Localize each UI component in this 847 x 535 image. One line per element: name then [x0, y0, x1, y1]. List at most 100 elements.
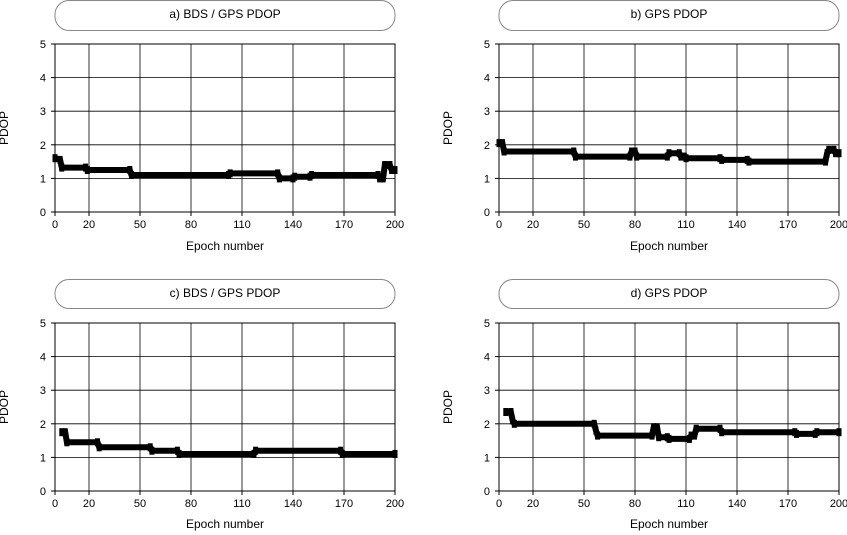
y-tick-label: 5: [40, 39, 46, 51]
pdop-point: [833, 149, 839, 158]
pdop-point: [688, 431, 694, 440]
pdop-point: [719, 155, 725, 164]
y-tick-label: 1: [484, 173, 490, 185]
pdop-series-line: [61, 429, 395, 457]
x-tick-label: 20: [83, 219, 95, 231]
y-tick-label: 4: [484, 352, 490, 364]
pdop-point: [389, 166, 395, 174]
pdop-point: [392, 450, 398, 458]
pdop-point: [654, 423, 660, 432]
pdop-point: [683, 154, 689, 163]
y-tick-label: 4: [484, 73, 490, 85]
x-tick-label: 0: [52, 219, 58, 231]
chart-panel-0: a) BDS / GPS PDOP 0 20 50 80 110 140 170 200 0 1 2 3…: [0, 0, 404, 253]
chart-title: b) GPS PDOP: [631, 7, 708, 21]
pdop-point: [387, 161, 393, 169]
x-tick-label: 200: [386, 219, 404, 231]
pdop-point: [149, 446, 155, 455]
pdop-point: [814, 428, 820, 437]
x-tick-label: 80: [185, 498, 197, 510]
pdop-point: [649, 431, 655, 440]
chart-title-box: [54, 279, 396, 309]
pdop-point: [377, 174, 383, 183]
pdop-point: [573, 152, 578, 161]
pdop-point: [501, 147, 507, 156]
plot-frame: [54, 43, 396, 213]
y-axis-label: PDOP: [0, 390, 11, 424]
pdop-point: [503, 408, 509, 416]
x-tick-label: 20: [527, 498, 539, 510]
pdop-point: [59, 163, 65, 172]
x-tick-label: 200: [830, 219, 847, 231]
pdop-point: [629, 147, 635, 156]
pdop-point: [127, 166, 133, 174]
chart-title: d) GPS PDOP: [631, 286, 708, 300]
pdop-point: [656, 433, 662, 442]
x-tick-label: 170: [779, 219, 797, 231]
chart-title-box: [498, 0, 840, 31]
pdop-point: [826, 145, 832, 154]
plot-frame: [498, 43, 840, 213]
pdop-point: [719, 428, 725, 437]
y-tick-label: 1: [484, 452, 490, 464]
y-tick-label: 2: [40, 140, 46, 152]
x-tick-label: 140: [728, 498, 746, 510]
x-tick-label: 20: [83, 498, 95, 510]
y-tick-label: 4: [40, 352, 46, 364]
y-axis-label: PDOP: [441, 111, 455, 145]
x-tick-label: 50: [578, 498, 590, 510]
pdop-point: [59, 428, 65, 437]
x-tick-label: 50: [134, 498, 146, 510]
pdop-point: [632, 147, 638, 156]
chart-title: c) BDS / GPS PDOP: [170, 286, 281, 300]
y-tick-label: 3: [484, 106, 490, 118]
x-tick-label: 170: [335, 498, 353, 510]
x-tick-label: 200: [830, 498, 847, 510]
pdop-point: [95, 438, 100, 447]
plot-frame: [54, 322, 396, 492]
pdop-point: [96, 443, 102, 452]
y-tick-label: 2: [484, 140, 490, 152]
y-tick-label: 3: [40, 385, 46, 397]
x-tick-label: 50: [134, 219, 146, 231]
pdop-point: [591, 419, 597, 428]
pdop-point: [836, 428, 842, 437]
x-axis-label: Epoch number: [186, 517, 264, 531]
x-tick-label: 110: [233, 498, 251, 510]
y-tick-label: 0: [40, 486, 46, 498]
x-tick-label: 20: [527, 219, 539, 231]
y-tick-label: 0: [484, 486, 490, 498]
y-tick-label: 5: [484, 318, 490, 330]
x-tick-label: 0: [496, 219, 502, 231]
x-tick-label: 50: [578, 219, 590, 231]
x-tick-label: 140: [284, 219, 302, 231]
pdop-point: [508, 408, 514, 416]
y-tick-label: 2: [40, 419, 46, 431]
y-axis-label: PDOP: [441, 390, 455, 424]
pdop-point: [176, 450, 182, 458]
chart-title-box: [54, 0, 396, 31]
pdop-point: [227, 169, 233, 178]
pdop-point: [62, 428, 68, 437]
x-tick-label: 110: [677, 498, 695, 510]
pdop-point: [292, 172, 298, 181]
pdop-point: [57, 155, 63, 164]
pdop-point: [692, 431, 697, 440]
pdop-point: [382, 161, 388, 169]
pdop-point: [794, 429, 799, 438]
y-tick-label: 3: [484, 385, 490, 397]
y-tick-label: 5: [40, 318, 46, 330]
x-tick-label: 80: [629, 498, 641, 510]
pdop-point: [499, 139, 505, 148]
y-tick-label: 5: [484, 39, 490, 51]
pdop-point: [309, 171, 315, 179]
plot-frame: [498, 322, 840, 492]
y-tick-label: 2: [484, 419, 490, 431]
x-tick-label: 200: [386, 498, 404, 510]
pdop-point: [634, 152, 640, 161]
y-axis-label: PDOP: [0, 111, 11, 145]
x-axis-label: Epoch number: [630, 239, 708, 253]
x-tick-label: 140: [284, 498, 302, 510]
pdop-point: [693, 424, 699, 433]
